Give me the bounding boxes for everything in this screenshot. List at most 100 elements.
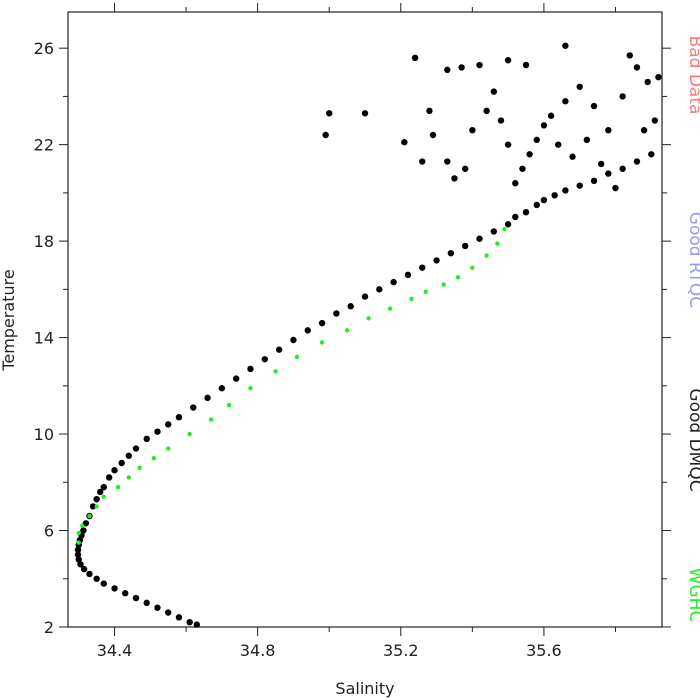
data-point bbox=[275, 346, 283, 353]
data-point bbox=[122, 590, 129, 597]
data-point bbox=[512, 213, 519, 221]
data-point bbox=[626, 52, 633, 59]
data-point bbox=[115, 484, 121, 490]
data-point bbox=[347, 303, 354, 310]
data-point bbox=[304, 327, 311, 334]
data-point bbox=[80, 527, 87, 534]
data-point bbox=[132, 594, 140, 602]
data-point bbox=[411, 54, 419, 62]
data-point bbox=[175, 614, 183, 621]
data-point bbox=[655, 73, 662, 81]
data-point bbox=[526, 151, 533, 158]
x-axis-title: Salinity bbox=[335, 679, 394, 698]
data-point bbox=[77, 561, 84, 568]
data-point bbox=[540, 122, 548, 129]
data-point bbox=[451, 175, 458, 182]
data-point bbox=[232, 375, 240, 382]
legend-item: WGHC bbox=[685, 568, 700, 623]
data-point bbox=[605, 126, 612, 134]
data-point bbox=[455, 275, 461, 280]
y-tick-label: 2 bbox=[44, 618, 54, 637]
data-point bbox=[522, 61, 530, 69]
data-point bbox=[75, 556, 82, 563]
y-tick-label: 10 bbox=[34, 425, 54, 444]
data-point bbox=[89, 503, 97, 510]
data-point bbox=[294, 354, 300, 360]
data-point bbox=[633, 64, 641, 71]
y-tick-label: 18 bbox=[34, 232, 54, 251]
x-axis-ticks: 34.4 34.8 35.2 35.6 bbox=[97, 3, 616, 660]
data-point bbox=[165, 446, 171, 451]
data-point bbox=[484, 253, 489, 258]
data-point bbox=[551, 192, 558, 199]
legend-item: Good RTQC bbox=[685, 212, 700, 308]
data-point bbox=[504, 141, 512, 148]
data-point bbox=[100, 580, 107, 587]
series-good-dmqc bbox=[74, 42, 662, 628]
y-tick-label: 6 bbox=[44, 522, 54, 541]
data-point bbox=[447, 249, 455, 257]
data-point bbox=[111, 585, 118, 592]
data-point bbox=[97, 488, 104, 496]
data-point bbox=[648, 151, 655, 158]
data-point bbox=[562, 42, 569, 49]
data-point bbox=[132, 445, 140, 452]
data-point bbox=[164, 421, 172, 428]
data-point bbox=[76, 530, 81, 536]
data-point bbox=[366, 316, 371, 321]
data-point bbox=[476, 61, 483, 69]
data-point bbox=[93, 575, 100, 582]
data-point bbox=[576, 182, 583, 189]
data-point bbox=[87, 513, 92, 519]
data-point bbox=[376, 286, 383, 293]
x-tick-label: 35.2 bbox=[383, 641, 419, 660]
data-point bbox=[248, 386, 253, 391]
data-point bbox=[441, 282, 446, 287]
y-tick-label: 14 bbox=[34, 329, 54, 348]
data-point bbox=[86, 570, 93, 578]
data-point bbox=[433, 257, 440, 264]
data-point bbox=[522, 208, 530, 216]
data-point bbox=[644, 78, 651, 86]
data-point bbox=[419, 158, 426, 165]
data-point bbox=[619, 93, 626, 100]
data-point bbox=[555, 141, 562, 148]
data-point bbox=[444, 66, 451, 74]
data-point bbox=[261, 356, 269, 363]
data-point bbox=[423, 289, 429, 294]
data-point bbox=[319, 340, 325, 345]
x-tick-label: 34.4 bbox=[97, 641, 133, 660]
data-point bbox=[458, 64, 465, 71]
data-point bbox=[74, 546, 82, 554]
data-point bbox=[137, 465, 142, 471]
data-point bbox=[208, 417, 214, 422]
data-point bbox=[101, 494, 106, 499]
data-point bbox=[444, 158, 451, 165]
x-tick-label: 34.8 bbox=[240, 641, 276, 660]
legend-item: Good DMQC bbox=[685, 388, 700, 491]
data-point bbox=[429, 131, 437, 139]
data-point bbox=[597, 160, 605, 168]
legend: Bad Data Good RTQC Good DMQC WGHC bbox=[685, 36, 700, 623]
data-point bbox=[247, 365, 254, 373]
data-point bbox=[519, 165, 526, 172]
data-point bbox=[651, 117, 659, 124]
data-point bbox=[193, 621, 201, 628]
legend-item: Bad Data bbox=[685, 36, 700, 115]
data-point bbox=[483, 107, 490, 115]
data-point bbox=[143, 435, 150, 443]
data-point bbox=[426, 107, 433, 115]
data-point bbox=[562, 187, 569, 194]
data-point bbox=[633, 158, 641, 165]
data-point bbox=[469, 126, 476, 134]
data-point bbox=[164, 609, 172, 616]
data-point bbox=[540, 196, 548, 204]
data-point bbox=[533, 201, 540, 209]
data-point bbox=[361, 293, 369, 300]
data-point bbox=[94, 504, 99, 509]
data-point bbox=[186, 618, 193, 626]
series-wghc bbox=[76, 226, 507, 545]
data-point bbox=[619, 165, 626, 172]
data-point bbox=[419, 264, 426, 271]
